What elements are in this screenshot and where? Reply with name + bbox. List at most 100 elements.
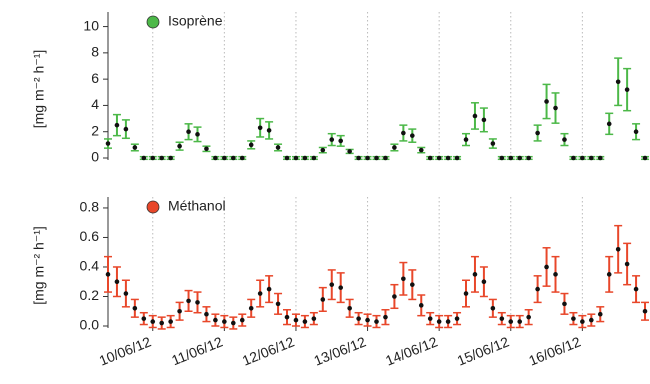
data-point — [445, 319, 451, 324]
data-point — [436, 155, 442, 161]
y-tick-label: 0 — [91, 149, 99, 165]
data-point — [311, 155, 317, 161]
data-point — [526, 155, 531, 161]
data-point — [141, 155, 147, 161]
data-point — [159, 155, 165, 161]
data-point — [383, 314, 388, 320]
data-point — [562, 137, 567, 142]
data-point — [195, 132, 200, 137]
legend-label: Isoprène — [168, 13, 223, 29]
data-point — [410, 133, 415, 138]
data-point — [589, 317, 594, 323]
data-point — [222, 155, 227, 161]
data-point — [544, 264, 549, 270]
data-point — [589, 155, 594, 161]
data-point — [436, 319, 442, 324]
data-point — [615, 79, 621, 85]
y-axis-label: [mg m⁻² h⁻¹] — [31, 226, 47, 305]
data-point — [311, 316, 317, 321]
data-point — [275, 145, 281, 150]
data-point — [392, 145, 397, 150]
data-point — [347, 305, 352, 311]
data-point — [427, 155, 433, 161]
data-point — [490, 141, 496, 146]
x-tick-label: 12/06/12 — [240, 333, 297, 368]
data-point — [383, 155, 388, 161]
y-tick-label: 0.8 — [80, 199, 100, 215]
legend-label: Méthanol — [168, 198, 226, 214]
data-point — [544, 99, 549, 104]
data-point — [114, 279, 120, 285]
data-point — [266, 286, 272, 292]
data-point — [168, 155, 173, 161]
data-point — [553, 272, 558, 277]
data-point — [490, 305, 496, 311]
data-point — [168, 319, 173, 324]
data-point — [615, 246, 621, 252]
data-point — [302, 319, 308, 324]
data-point — [365, 317, 370, 323]
data-point — [177, 308, 182, 314]
data-point — [571, 155, 576, 161]
data-point — [606, 272, 612, 277]
data-point — [105, 272, 111, 277]
data-point — [320, 297, 326, 302]
data-point — [329, 137, 335, 142]
data-point — [284, 155, 290, 161]
y-tick-label: 0.0 — [80, 317, 100, 333]
data-point — [481, 279, 487, 285]
data-point — [526, 314, 531, 320]
y-axis-label: [mg m⁻² h⁻¹] — [31, 50, 47, 129]
data-point — [204, 311, 209, 317]
data-point — [257, 291, 263, 296]
data-point — [320, 147, 326, 153]
data-point — [633, 286, 639, 292]
data-point — [150, 155, 156, 161]
data-point — [392, 294, 397, 299]
data-point — [642, 308, 648, 314]
data-point — [213, 317, 218, 323]
data-point — [418, 147, 424, 153]
data-point — [374, 155, 379, 161]
y-tick-label: 8 — [91, 44, 99, 60]
data-point — [508, 319, 514, 324]
y-tick-label: 0.6 — [80, 228, 100, 244]
data-point — [624, 261, 630, 267]
data-point — [463, 137, 469, 142]
data-point — [535, 286, 540, 292]
data-point — [329, 282, 335, 287]
data-point — [517, 319, 523, 324]
y-tick-label: 10 — [83, 17, 99, 33]
data-point — [114, 122, 120, 128]
data-point — [239, 317, 245, 323]
y-tick-label: 0.2 — [80, 287, 100, 303]
y-tick-label: 2 — [91, 122, 99, 138]
data-point — [222, 319, 227, 324]
data-point — [284, 314, 290, 320]
y-tick-label: 4 — [91, 96, 99, 112]
data-point — [481, 117, 487, 123]
data-point — [633, 129, 639, 135]
data-point — [356, 155, 361, 161]
data-point — [195, 300, 200, 305]
data-point — [401, 130, 406, 136]
x-tick-label: 10/06/12 — [97, 333, 154, 368]
data-point — [248, 305, 254, 311]
data-point — [499, 316, 505, 321]
data-point — [239, 155, 245, 161]
data-point — [186, 129, 191, 135]
data-point — [463, 291, 469, 296]
data-point — [150, 319, 156, 324]
data-point — [410, 282, 415, 287]
data-point — [508, 155, 514, 161]
data-point — [302, 155, 308, 161]
x-tick-label: 15/06/12 — [455, 333, 512, 368]
data-point — [472, 272, 478, 277]
data-point — [338, 285, 344, 290]
data-point — [105, 141, 111, 146]
data-point — [365, 155, 370, 161]
legend-marker — [146, 15, 160, 29]
data-point — [535, 130, 540, 136]
data-point — [454, 155, 460, 161]
data-point — [553, 105, 558, 111]
